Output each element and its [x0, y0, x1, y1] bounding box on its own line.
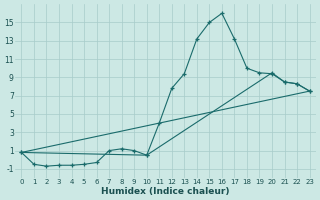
X-axis label: Humidex (Indice chaleur): Humidex (Indice chaleur) — [101, 187, 230, 196]
